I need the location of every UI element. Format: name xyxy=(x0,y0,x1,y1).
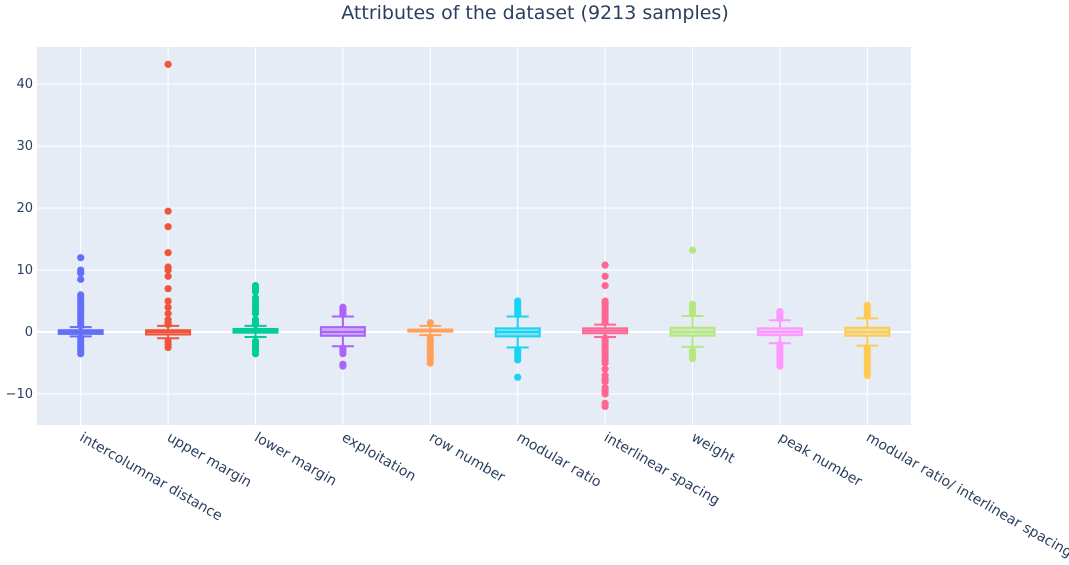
box-group xyxy=(844,301,891,380)
outlier-point xyxy=(164,285,172,293)
y-tick-label: 20 xyxy=(16,201,33,216)
outlier-point xyxy=(601,297,609,305)
outlier-point xyxy=(251,281,260,290)
box-group xyxy=(407,319,454,367)
boxes xyxy=(57,60,891,411)
outlier-point xyxy=(688,246,697,254)
outlier-point xyxy=(164,297,172,305)
y-tick-label: 0 xyxy=(25,325,33,340)
box-group xyxy=(57,254,104,358)
y-axis-ticks: −10 0 10 20 30 40 xyxy=(6,77,33,402)
x-tick-label: lower margin xyxy=(252,430,340,490)
outlier-point xyxy=(77,275,85,283)
outlier-point xyxy=(164,263,172,271)
outlier-point xyxy=(164,316,172,324)
outlier-point xyxy=(164,309,172,318)
outlier-point xyxy=(251,294,260,302)
outlier-point xyxy=(164,303,172,311)
box-group xyxy=(669,246,716,363)
outlier-point xyxy=(776,340,784,349)
x-tick-label: upper margin xyxy=(164,430,254,491)
outlier-point xyxy=(514,373,522,381)
x-tick-label: modular ratio xyxy=(514,430,604,491)
outlier-point xyxy=(251,337,260,345)
y-tick-label: 30 xyxy=(16,139,33,154)
outlier-point xyxy=(164,60,172,68)
chart-title: Attributes of the dataset (9213 samples) xyxy=(341,2,728,24)
plot-area xyxy=(37,47,911,425)
outlier-point xyxy=(77,254,85,262)
outlier-point xyxy=(688,347,697,355)
outlier-point xyxy=(514,297,522,305)
outlier-point xyxy=(601,334,609,342)
x-tick-label: modular ratio/ interlinear spacing xyxy=(863,430,1069,560)
outlier-point xyxy=(339,344,347,352)
outlier-point xyxy=(251,316,260,324)
outlier-point xyxy=(426,334,434,342)
x-tick-label: row number xyxy=(426,430,507,486)
outlier-point xyxy=(601,384,609,392)
outlier-point xyxy=(601,281,609,290)
box-group xyxy=(582,261,629,411)
outlier-point xyxy=(164,207,172,215)
outlier-point xyxy=(77,266,85,274)
outlier-point xyxy=(164,272,172,280)
outlier-point xyxy=(863,344,871,352)
outlier-point xyxy=(514,347,522,355)
box-group xyxy=(319,303,366,370)
outlier-point xyxy=(863,301,871,310)
box-group xyxy=(494,297,541,381)
outlier-point xyxy=(339,303,347,311)
x-tick-label: intercolumnar distance xyxy=(77,430,225,525)
outlier-point xyxy=(426,319,434,327)
x-tick-label: peak number xyxy=(776,430,865,491)
x-tick-label: exploitation xyxy=(339,430,419,485)
outlier-point xyxy=(77,291,85,299)
y-tick-label: 40 xyxy=(16,77,33,92)
y-tick-label: −10 xyxy=(6,387,33,402)
box-group xyxy=(756,308,803,370)
outlier-point xyxy=(601,371,609,380)
outlier-point xyxy=(77,334,85,342)
outlier-point xyxy=(601,272,609,280)
outlier-point xyxy=(601,261,609,269)
outlier-point xyxy=(688,300,697,308)
box-group xyxy=(145,60,192,352)
outlier-point xyxy=(164,223,172,231)
x-tick-label: weight xyxy=(689,430,738,468)
outlier-point xyxy=(776,308,784,316)
outlier-point xyxy=(601,365,609,373)
outlier-point xyxy=(339,360,347,368)
box-group xyxy=(232,281,279,358)
outlier-point xyxy=(164,337,172,345)
outlier-point xyxy=(601,399,609,407)
y-tick-label: 10 xyxy=(16,263,33,278)
outlier-point xyxy=(164,249,172,257)
